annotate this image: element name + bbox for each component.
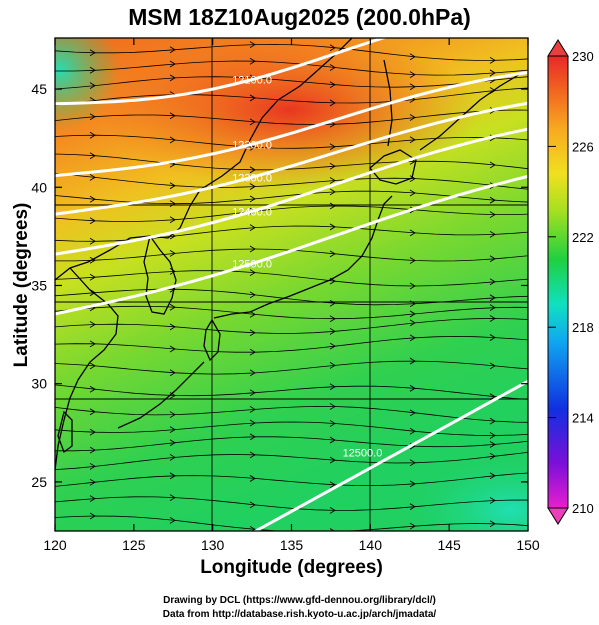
map-plot-area: 12100.0 12200.0 12300.0 12400.0 12500.0 12500…: [55, 38, 528, 531]
streamline: [55, 270, 528, 287]
contour-label: 12500.0: [343, 447, 383, 459]
contour-label: 12300.0: [232, 172, 272, 184]
streamline: [55, 472, 528, 487]
streamline: [55, 87, 528, 106]
y-tick-label: 25: [31, 474, 47, 490]
contour-line: [55, 101, 528, 216]
colorbar-tick-label: 210: [572, 501, 594, 516]
y-axis-ticks: 25 30 35 40 45: [31, 81, 528, 490]
contour-line: [55, 70, 528, 178]
streamline: [55, 205, 528, 222]
wind-streamlines: [55, 41, 528, 531]
contour-line: [55, 38, 388, 106]
warm-core-region: [100, 38, 480, 190]
streamline: [55, 288, 528, 306]
contour-line: [55, 127, 528, 256]
colorbar-bottom-arrow: [547, 507, 569, 525]
coast-korea: [143, 235, 177, 315]
streamline: [55, 405, 528, 423]
contour-line: [55, 174, 528, 316]
colorbar-tick-label: 226: [572, 139, 594, 154]
x-axis-ticks: 120 125 130 135 140 145 150: [43, 38, 540, 553]
y-axis-title: Latitude (degrees): [11, 202, 32, 368]
streamline: [55, 421, 528, 436]
streamline: [55, 360, 528, 375]
cool-region-southeast: [400, 450, 528, 531]
x-tick-label: 130: [201, 537, 225, 553]
streamline: [55, 60, 528, 76]
streamline: [55, 515, 528, 531]
coast-kuril: [419, 73, 521, 151]
streamline: [55, 43, 528, 61]
streamline: [55, 384, 528, 400]
x-tick-label: 140: [359, 537, 383, 553]
coast-kyushu: [203, 318, 221, 362]
colorbar-ticks: 210 214 218 222 226 230: [548, 49, 594, 516]
streamline: [55, 452, 528, 470]
streamline: [55, 318, 528, 334]
wind-arrowhead: [329, 528, 335, 531]
cool-region-northwest: [55, 38, 120, 130]
contour-label: 12200.0: [232, 139, 272, 151]
colorbar-body: [547, 55, 569, 509]
streamline: [55, 76, 528, 90]
x-tick-label: 120: [43, 537, 67, 553]
streamline: [55, 173, 528, 190]
x-tick-label: 125: [122, 537, 146, 553]
streamline: [55, 153, 528, 171]
contour-label: 12100.0: [232, 75, 272, 87]
streamline: [55, 305, 528, 320]
coast-hokkaido: [369, 149, 417, 185]
chart-title: MSM 18Z10Aug2025 (200.0hPa): [128, 4, 471, 30]
height-contours: 12100.0 12200.0 12300.0 12400.0 12500.0 12500…: [55, 38, 528, 531]
colorbar-tick-label: 218: [572, 320, 594, 335]
graticule: [55, 38, 528, 531]
x-tick-label: 145: [437, 537, 461, 553]
credit-data: Data from http://database.rish.kyoto-u.a…: [162, 609, 437, 620]
x-axis-title: Longitude (degrees): [200, 557, 383, 578]
contour-label: 12500.0: [232, 259, 272, 271]
colorbar: 210 214 218 222 226 230: [547, 39, 594, 525]
credits: Drawing by DCL (https://www.gfd-dennou.o…: [0, 594, 599, 622]
colorbar-top-arrow: [547, 39, 569, 57]
y-tick-label: 30: [31, 376, 47, 392]
x-tick-label: 135: [280, 537, 304, 553]
streamline: [55, 109, 528, 125]
colorbar-tick-label: 230: [572, 49, 594, 64]
streamline: [55, 335, 528, 353]
coast-ryukyu: [117, 361, 205, 429]
streamline: [55, 436, 528, 452]
y-tick-label: 45: [31, 81, 47, 97]
colorbar-tick-label: 214: [572, 411, 594, 426]
y-tick-label: 40: [31, 179, 47, 195]
contour-line: [252, 379, 528, 531]
coast-taiwan: [57, 410, 73, 454]
y-tick-label: 35: [31, 277, 47, 293]
streamline: [55, 134, 528, 149]
x-tick-label: 150: [516, 537, 540, 553]
contour-label: 12400.0: [232, 206, 272, 218]
colorbar-tick-label: 222: [572, 230, 594, 245]
credit-drawing: Drawing by DCL (https://www.gfd-dennou.o…: [163, 595, 436, 606]
coast-sakhalin: [383, 59, 393, 147]
